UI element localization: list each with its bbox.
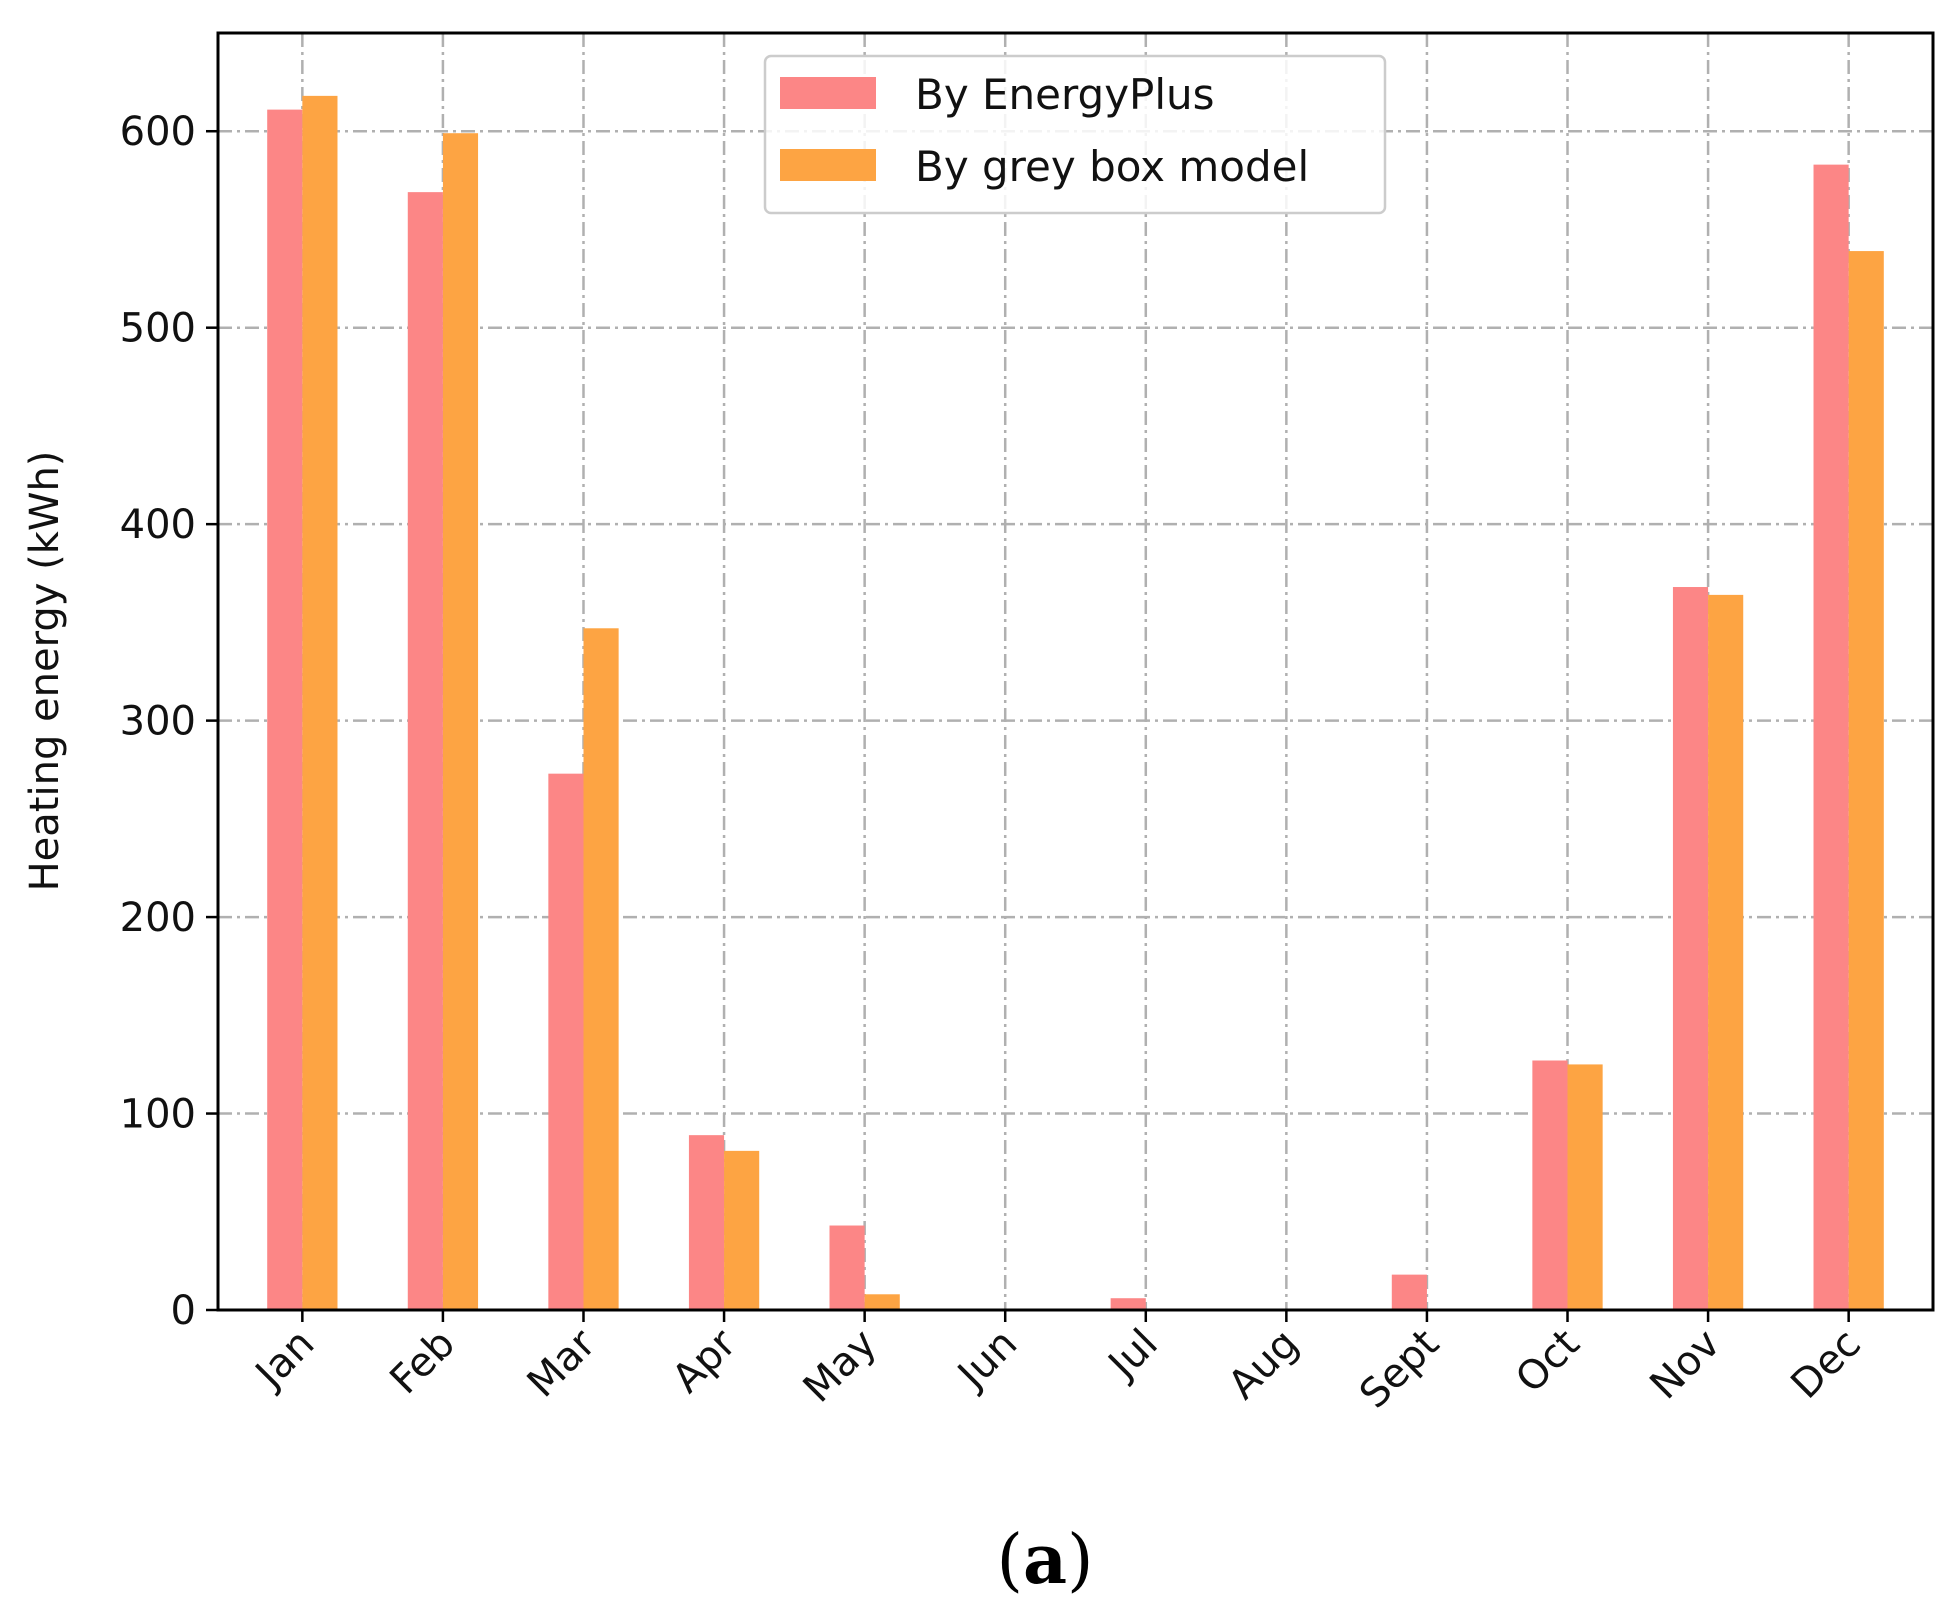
bars	[267, 95, 1884, 1311]
y-tick-label-600: 600	[120, 109, 196, 155]
bar-energyplus-dec	[1813, 164, 1849, 1310]
legend-box	[763, 54, 1387, 215]
bar-energyplus-sept	[1391, 1274, 1427, 1310]
y-axis-label: Heating energy (kWh)	[22, 451, 68, 892]
y-tick-label-300: 300	[120, 699, 196, 745]
bar-grey-box-may	[864, 1294, 900, 1310]
y-tick-label-400: 400	[120, 502, 196, 548]
bar-energyplus-nov	[1672, 587, 1709, 1310]
y-tick-label-200: 200	[120, 895, 196, 941]
plot-frame	[216, 31, 1935, 1312]
bar-grey-box-nov	[1708, 594, 1744, 1310]
figure-caption: (a)	[996, 1520, 1093, 1600]
bar-energyplus-jan	[267, 109, 303, 1311]
bar-grey-box-dec	[1848, 251, 1884, 1311]
y-tick-label-500: 500	[120, 306, 196, 352]
legend-label-energyplus: By EnergyPlus	[915, 70, 1215, 119]
bar-energyplus-jul	[1110, 1298, 1146, 1310]
bar-energyplus-mar	[548, 773, 584, 1310]
bar-grey-box-feb	[442, 133, 479, 1310]
legend: By EnergyPlus By grey box model	[763, 54, 1387, 215]
bar-energyplus-may	[829, 1225, 865, 1310]
bar-energyplus-apr	[688, 1135, 725, 1310]
y-axis-ticks: 0 100 200 300 400 500 600	[120, 109, 218, 1334]
bar-grey-box-apr	[724, 1150, 760, 1310]
bar-grey-box-jan	[302, 95, 338, 1311]
legend-swatch-grey-box-model	[780, 149, 876, 181]
legend-label-grey-box-model: By grey box model	[915, 142, 1309, 191]
bar-energyplus-feb	[407, 192, 443, 1311]
bar-energyplus-oct	[1532, 1060, 1568, 1310]
bar-grey-box-mar	[583, 628, 619, 1310]
bar-grey-box-oct	[1567, 1064, 1603, 1310]
legend-swatch-energyplus	[780, 77, 876, 109]
y-tick-label-100: 100	[120, 1092, 196, 1138]
y-tick-label-0: 0	[171, 1288, 196, 1334]
